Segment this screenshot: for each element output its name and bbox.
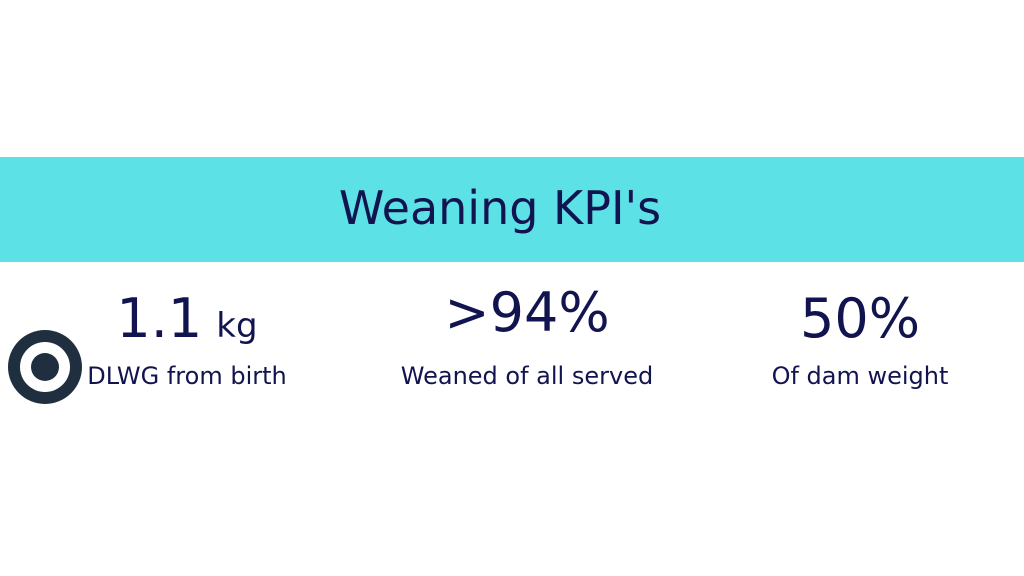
kpi-card: 1.1 kg DLWG from birth	[27, 282, 347, 394]
title: Weaning KPI's	[338, 181, 662, 235]
kpi-card: >94% Weaned of all served	[367, 276, 687, 394]
kpi-label: Of dam weight	[771, 362, 949, 390]
kpi-card: 50% Of dam weight	[700, 282, 1020, 394]
kpi-label: DLWG from birth	[87, 362, 287, 390]
kpi-value-row: 1.1 kg	[27, 282, 347, 356]
kpi-label: Weaned of all served	[400, 362, 654, 390]
header-band: Weaning KPI's	[0, 157, 1024, 404]
kpi-value: >94%	[444, 281, 610, 344]
target-icon	[8, 330, 82, 404]
kpi-value: 1.1	[116, 287, 203, 350]
kpi-unit: kg	[216, 306, 258, 346]
kpi-value: 50%	[799, 287, 921, 350]
